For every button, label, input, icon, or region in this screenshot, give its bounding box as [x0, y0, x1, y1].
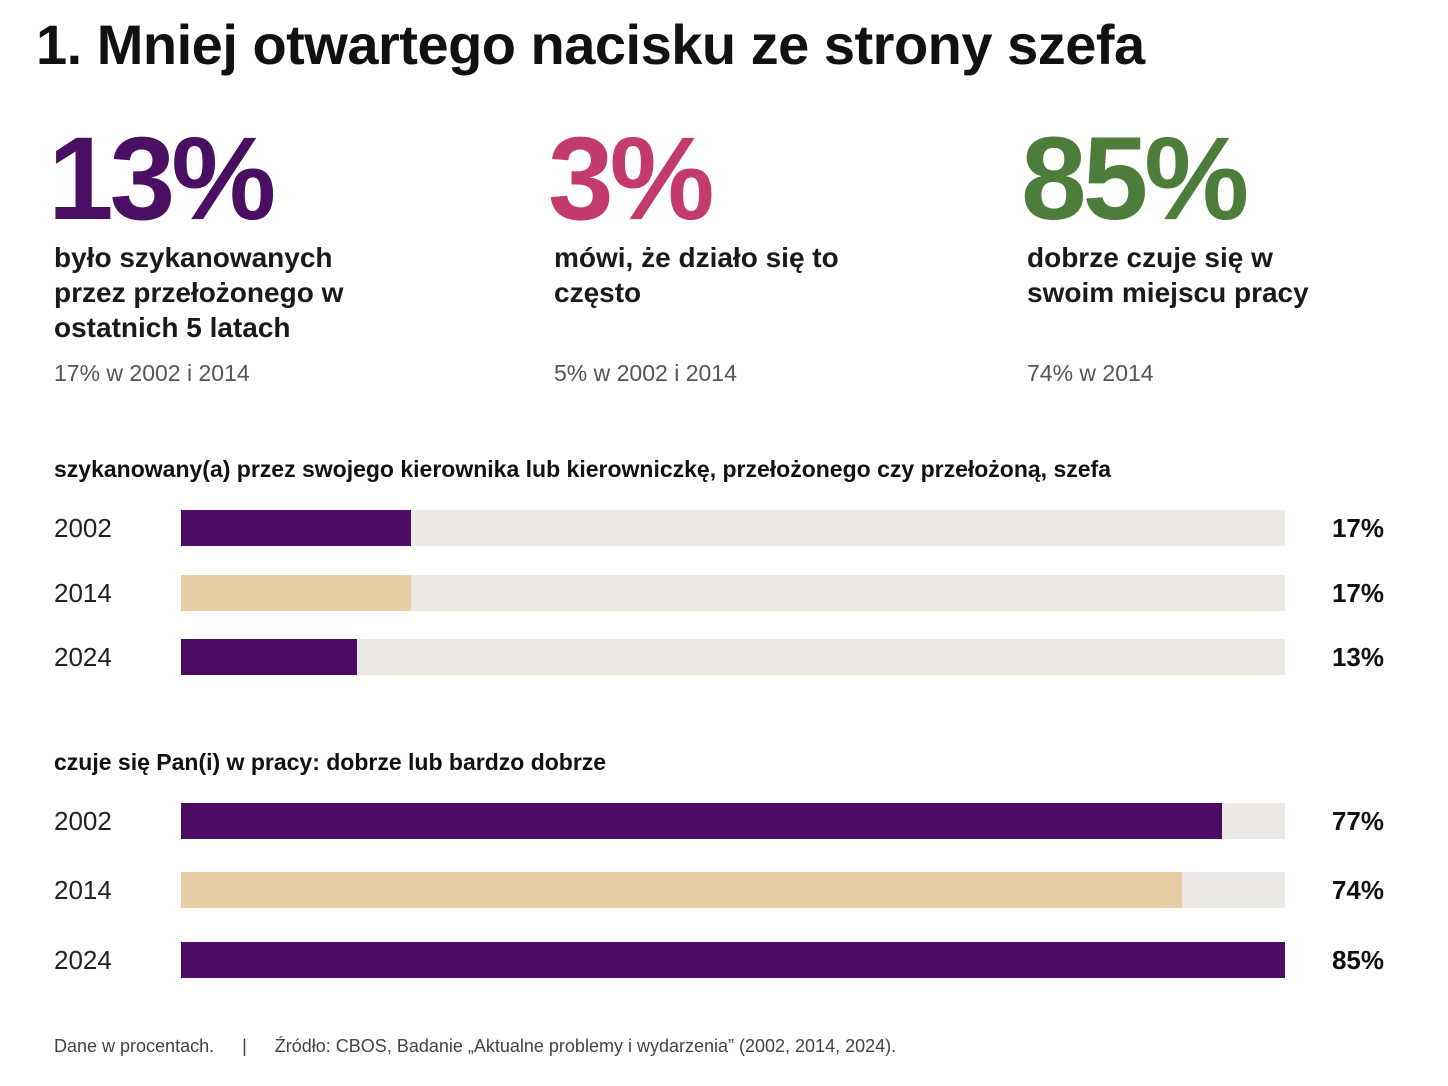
footer: Dane w procentach. | Źródło: CBOS, Badanie… [54, 1036, 896, 1057]
footer-separator: | [242, 1036, 247, 1056]
bar-track [181, 575, 1285, 611]
category-label: 2002 [54, 513, 112, 543]
stat-often: 3% mówi, że działo się to często 5% w 20… [548, 113, 948, 386]
footer-note: Dane w procentach. [54, 1036, 215, 1056]
stat-note: 74% w 2014 [1027, 360, 1154, 386]
bar-track [181, 510, 1285, 546]
bar-track [181, 639, 1285, 675]
bar-row-2014: 2014 74% [0, 871, 1448, 909]
bar [181, 575, 411, 611]
value-label: 17% [1331, 578, 1384, 608]
stat-note: 5% w 2002 i 2014 [554, 360, 737, 386]
stat-value: 13% [48, 113, 276, 245]
stat-value: 3% [548, 113, 715, 245]
value-label: 17% [1331, 513, 1384, 543]
bar-row-2002: 2002 77% [0, 802, 1448, 840]
bar-track [181, 803, 1285, 839]
chart-2-title: czuje się Pan(i) w pracy: dobrze lub bar… [54, 749, 607, 775]
bar [181, 872, 1182, 908]
bar-row-2014: 2014 17% [0, 574, 1448, 612]
value-label: 74% [1331, 875, 1384, 905]
stat-description: mówi, że działo się to często [554, 242, 839, 308]
bar-row-2002: 2002 17% [0, 509, 1448, 547]
value-label: 13% [1331, 642, 1384, 672]
bar [181, 942, 1285, 978]
stat-harassed: 13% było szykanowanych przez przełożoneg… [48, 113, 448, 386]
bar-track [181, 872, 1285, 908]
category-label: 2014 [54, 578, 112, 608]
stat-note: 17% w 2002 i 2014 [54, 360, 250, 386]
category-label: 2014 [54, 875, 112, 905]
bar-track [181, 942, 1285, 978]
bar [181, 639, 357, 675]
category-label: 2002 [54, 806, 112, 836]
stat-feel-good: 85% dobrze czuje się w swoim miejscu pra… [1021, 113, 1421, 386]
category-label: 2024 [54, 945, 112, 975]
value-label: 85% [1331, 945, 1384, 975]
bar-row-2024: 2024 13% [0, 638, 1448, 676]
value-label: 77% [1331, 806, 1384, 836]
category-label: 2024 [54, 642, 112, 672]
bar [181, 803, 1222, 839]
chart-1-title: szykanowany(a) przez swojego kierownika … [54, 456, 1112, 482]
stat-description: dobrze czuje się w swoim miejscu pracy [1027, 242, 1309, 308]
bar [181, 510, 411, 546]
stat-description: było szykanowanych przez przełożonego w … [54, 242, 344, 343]
bar-row-2024: 2024 85% [0, 941, 1448, 979]
page-title: 1. Mniej otwartego nacisku ze strony sze… [36, 13, 1145, 76]
footer-source: Źródło: CBOS, Badanie „Aktualne problemy… [274, 1036, 897, 1056]
stat-value: 85% [1021, 113, 1249, 245]
